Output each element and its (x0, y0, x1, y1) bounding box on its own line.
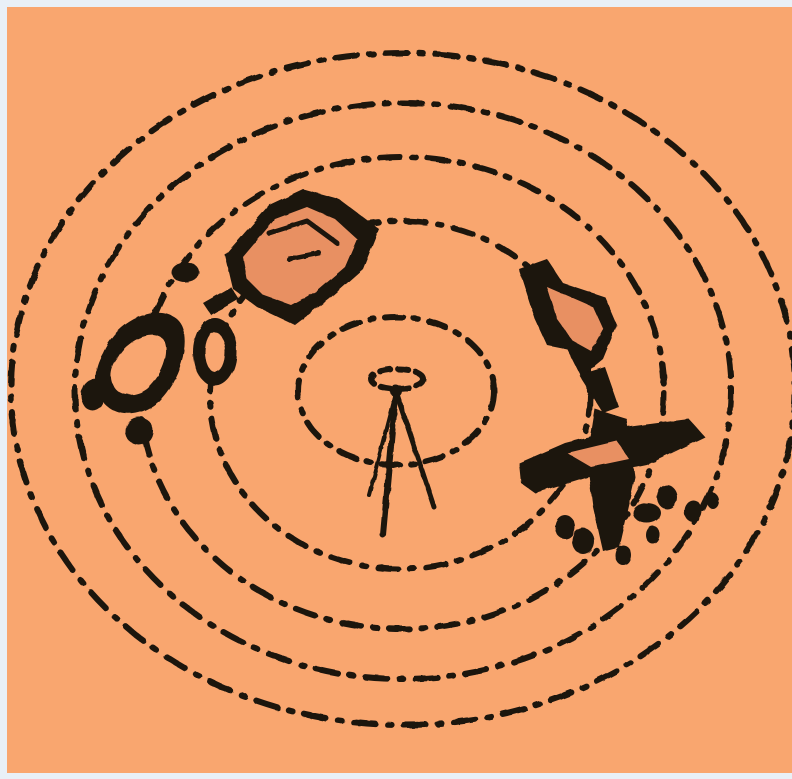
signal-ring-5 (72, 100, 734, 682)
signal-ring-2 (295, 314, 497, 468)
airplane-icon (519, 259, 719, 565)
signal-ring-3 (207, 218, 593, 572)
tractor-icon (81, 189, 379, 445)
signal-ring-6 (8, 50, 792, 728)
diagram-panel (7, 7, 792, 773)
radio-tower-icon (367, 385, 437, 538)
diagram-canvas (7, 7, 792, 773)
